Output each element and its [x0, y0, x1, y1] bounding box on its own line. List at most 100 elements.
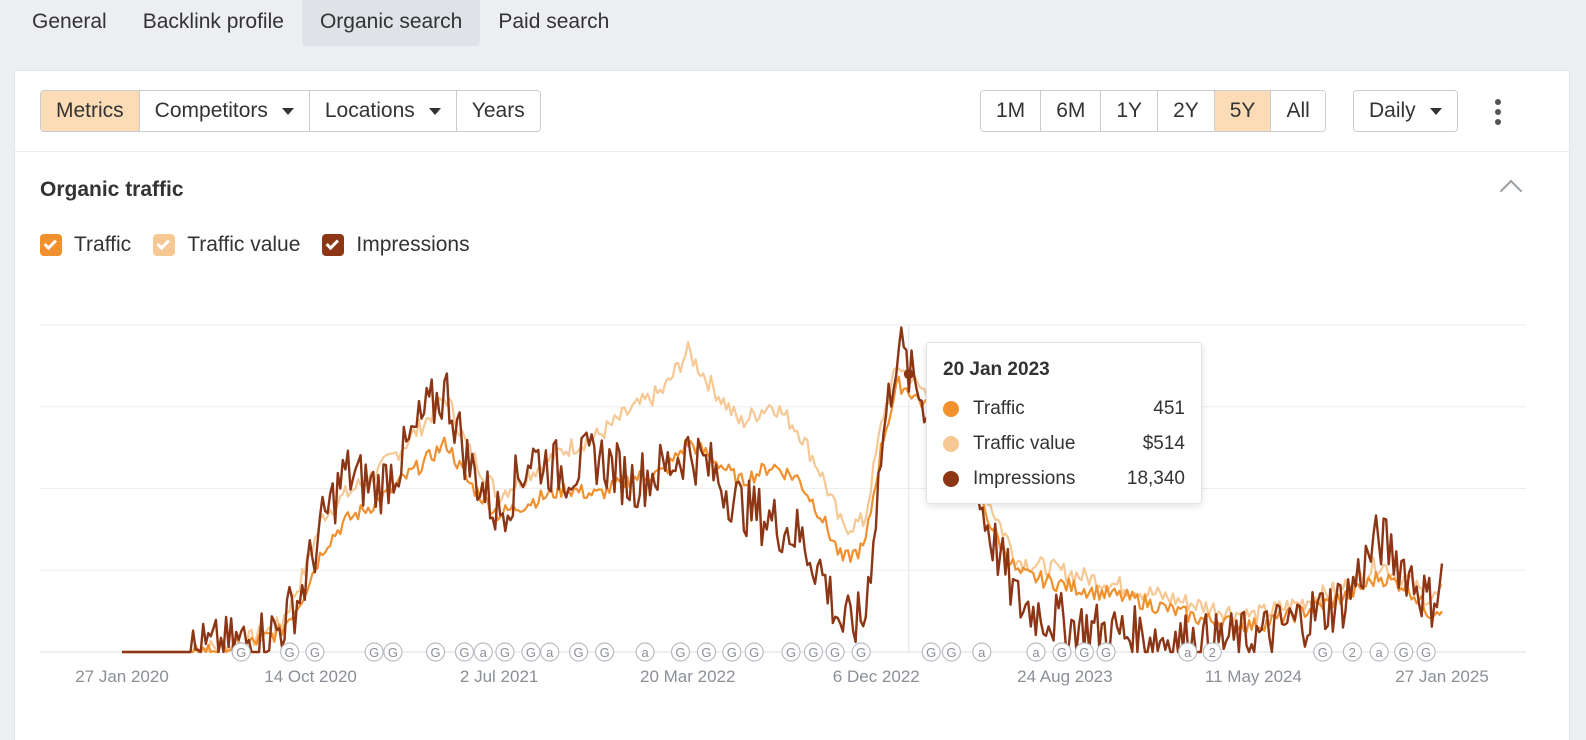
range-1y-button[interactable]: 1Y: [1101, 91, 1159, 131]
annotation-marker: [803, 642, 824, 662]
annotation-marker: [1096, 642, 1116, 662]
x-tick-label: 6 Dec 2022: [833, 667, 920, 686]
tab-general[interactable]: General: [32, 10, 107, 33]
legend-traffic-value[interactable]: Traffic value: [153, 233, 300, 257]
checkbox-icon[interactable]: [153, 234, 176, 256]
range-6m-button[interactable]: 6M: [1041, 91, 1102, 131]
annotation-marker: [364, 642, 384, 662]
annotation-label: G: [1101, 645, 1111, 660]
tab-paid-search[interactable]: Paid search: [498, 10, 610, 33]
annotation-label: G: [856, 645, 866, 660]
tooltip-row-impressions: Impressions 18,340: [943, 461, 1185, 496]
annotation-marker: [1052, 642, 1072, 662]
range-all-button[interactable]: All: [1271, 91, 1325, 131]
annotation-label: G: [459, 645, 469, 660]
annotation-marker: [473, 642, 493, 662]
annotation-marker: [280, 642, 300, 662]
annotation-label: G: [369, 645, 379, 660]
tab-backlink-profile[interactable]: Backlink profile: [142, 10, 284, 33]
annotation-label: 2: [1209, 645, 1216, 660]
annotation-label: a: [1032, 645, 1040, 660]
annotation-marker: [696, 642, 717, 662]
annotation-label: a: [546, 645, 554, 660]
range-2y-button[interactable]: 2Y: [1158, 91, 1215, 131]
more-options-icon[interactable]: [1492, 99, 1504, 125]
legend-impressions[interactable]: Impressions: [322, 233, 470, 257]
annotation-marker: [1313, 642, 1333, 662]
annotation-label: G: [600, 645, 610, 660]
annotation-marker: [722, 642, 742, 662]
tooltip-dot: [943, 400, 959, 417]
annotation-marker: [941, 642, 962, 662]
x-tick-label: 2 Jul 2021: [460, 667, 538, 686]
annotation-marker: [231, 642, 251, 662]
chevron-down-icon: [281, 107, 294, 115]
legend-label: Traffic value: [187, 233, 301, 256]
annotation-label: G: [1057, 645, 1067, 660]
annotation-label: a: [480, 645, 488, 660]
annotation-marker: [781, 642, 801, 662]
tooltip-value: 451: [1153, 397, 1185, 419]
range-label: 5Y: [1229, 99, 1256, 122]
checkbox-icon[interactable]: [322, 234, 345, 256]
years-button[interactable]: Years: [456, 91, 540, 131]
annotation-label: G: [285, 645, 295, 660]
annotation-marker: [569, 642, 589, 662]
annotation-marker: [635, 642, 655, 662]
locations-dropdown[interactable]: Locations: [309, 91, 457, 131]
annotation-label: G: [808, 645, 818, 660]
metrics-label: Metrics: [56, 99, 124, 122]
checkbox-icon[interactable]: [40, 234, 62, 256]
tooltip-label: Impressions: [973, 467, 1076, 489]
annotation-label: G: [727, 645, 737, 660]
metrics-button[interactable]: Metrics: [41, 91, 140, 131]
annotation-marker: [1369, 642, 1389, 662]
chart-tooltip: 20 Jan 2023 Traffic 451 Traffic value $5…: [926, 342, 1202, 504]
annotation-marker: [425, 642, 446, 662]
annotation-label: G: [388, 645, 398, 660]
tooltip-label: Traffic value: [973, 432, 1076, 454]
annotation-label: G: [1421, 645, 1431, 660]
range-5y-button[interactable]: 5Y: [1214, 91, 1272, 131]
annotation-marker: [521, 642, 541, 662]
annotation-label: G: [1399, 645, 1409, 660]
chart-toolbar: Metrics Competitors Locations Years 1M 6…: [15, 71, 1569, 152]
range-1m-button[interactable]: 1M: [981, 91, 1042, 131]
range-label: 6M: [1056, 99, 1086, 122]
annotation-label: a: [1376, 645, 1384, 660]
chevron-down-icon: [428, 107, 441, 115]
annotation-marker: [744, 642, 764, 662]
annotation-marker: [540, 642, 560, 662]
series-line-impressions: [122, 326, 1444, 654]
annotation-label: G: [701, 645, 711, 660]
x-tick-label: 27 Jan 2025: [1395, 667, 1489, 686]
annotation-label: a: [978, 645, 986, 660]
annotation-marker: [1026, 642, 1046, 662]
annotation-label: G: [1079, 645, 1089, 660]
tab-organic-search[interactable]: Organic search: [301, 0, 481, 46]
annotation-label: G: [830, 645, 840, 660]
annotation-marker: [1178, 642, 1198, 662]
legend-label: Traffic: [74, 233, 132, 256]
annotation-marker: [595, 642, 615, 662]
range-label: 1Y: [1116, 99, 1143, 122]
competitors-dropdown[interactable]: Competitors: [139, 91, 310, 131]
tooltip-dot: [943, 435, 959, 452]
interval-dropdown[interactable]: Daily: [1353, 90, 1458, 132]
legend-traffic[interactable]: Traffic: [40, 233, 131, 257]
tooltip-dot: [943, 470, 959, 487]
hover-point: [903, 369, 914, 380]
annotation-marker: [1394, 642, 1414, 662]
annotation-marker: [972, 642, 992, 662]
x-tick-label: 27 Jan 2020: [75, 667, 169, 686]
chart-legend: Traffic Traffic value Impressions: [40, 233, 470, 257]
annotation-label: G: [749, 645, 759, 660]
top-tabs: General Backlink profile Organic search …: [14, 0, 627, 46]
annotation-marker: [1416, 642, 1436, 662]
chevron-down-icon: [1429, 107, 1442, 115]
competitors-label: Competitors: [154, 99, 268, 122]
tooltip-value: $514: [1142, 432, 1185, 454]
annotation-marker: [921, 642, 941, 662]
x-tick-label: 20 Mar 2022: [640, 667, 735, 686]
